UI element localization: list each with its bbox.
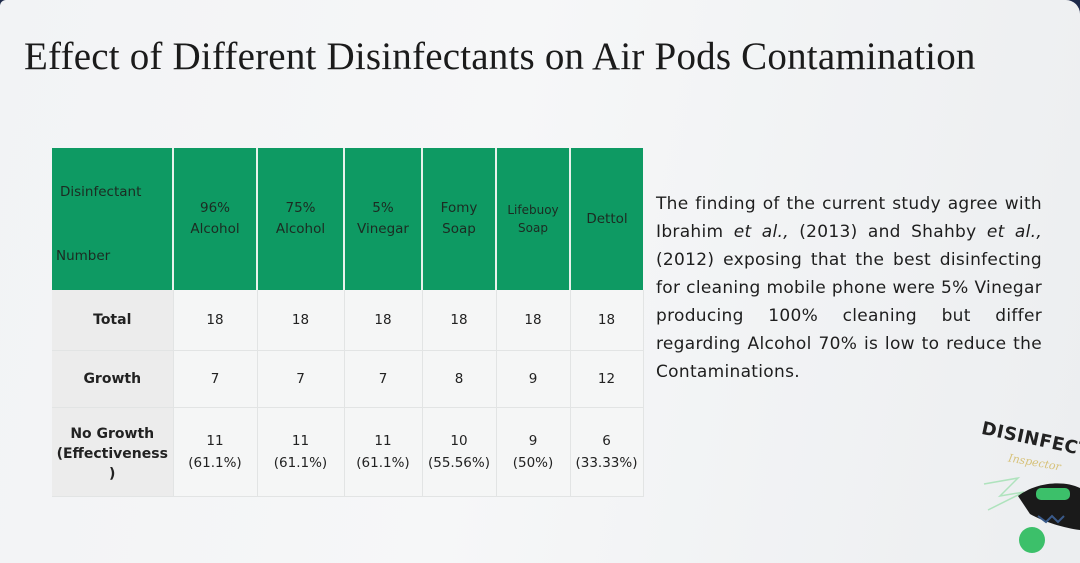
spray-hand-icon — [983, 476, 1080, 553]
col-header-5-vinegar: 5% Vinegar — [344, 148, 423, 290]
table-cell: 7 — [344, 350, 423, 408]
table-cell: 7 — [257, 350, 345, 408]
table-cell: 18 — [422, 290, 497, 351]
row-label-no-growth: No Growth (Effectiveness ) — [52, 407, 174, 497]
table-cell: 18 — [257, 290, 345, 351]
disinfectant-table: Disinfectant Number 96% Alcohol 75% Alco… — [52, 148, 644, 497]
table-cell: 18 — [344, 290, 423, 351]
table-cell: 18 — [173, 290, 258, 351]
table-cell: 6 (33.33%) — [570, 407, 644, 497]
table-cell: 9 — [496, 350, 571, 408]
disinfect-logo: DISINFECT Inspector — [978, 418, 1080, 563]
table-cell: 8 — [422, 350, 497, 408]
col-header-lifebuoy-soap: Lifebuoy Soap — [496, 148, 571, 290]
table-cell: 11 (61.1%) — [344, 407, 423, 497]
slide-title: Effect of Different Disinfectants on Air… — [24, 35, 976, 78]
col-header-96-alcohol: 96% Alcohol — [173, 148, 258, 290]
table-cell: 18 — [570, 290, 644, 351]
table-cell: 18 — [496, 290, 571, 351]
corner-header: Disinfectant Number — [52, 148, 174, 290]
table-row-growth: Growth 7 7 7 8 9 12 — [52, 350, 644, 408]
table-cell: 11 (61.1%) — [257, 407, 345, 497]
table-cell: 12 — [570, 350, 644, 408]
corner-number-label: Number — [56, 248, 111, 264]
table-cell: 9 (50%) — [496, 407, 571, 497]
row-label-growth: Growth — [52, 350, 174, 408]
table-cell: 10 (55.56%) — [422, 407, 497, 497]
col-header-75-alcohol: 75% Alcohol — [257, 148, 345, 290]
table-row-no-growth: No Growth (Effectiveness ) 11 (61.1%) 11(… — [52, 407, 644, 497]
col-header-fomy-soap: Fomy Soap — [422, 148, 497, 290]
table-cell: 7 — [173, 350, 258, 408]
study-finding-text: The finding of the current study agree w… — [656, 194, 1043, 382]
table-header-row: Disinfectant Number 96% Alcohol 75% Alco… — [52, 148, 643, 290]
col-header-dettol: Dettol — [570, 148, 643, 290]
table-row-total: Total 18 18 18 18 18 18 — [52, 290, 644, 351]
row-label-total: Total — [52, 290, 174, 351]
table-cell: 11 (61.1%) — [173, 407, 258, 497]
corner-disinfectant-label: Disinfectant — [60, 184, 142, 200]
